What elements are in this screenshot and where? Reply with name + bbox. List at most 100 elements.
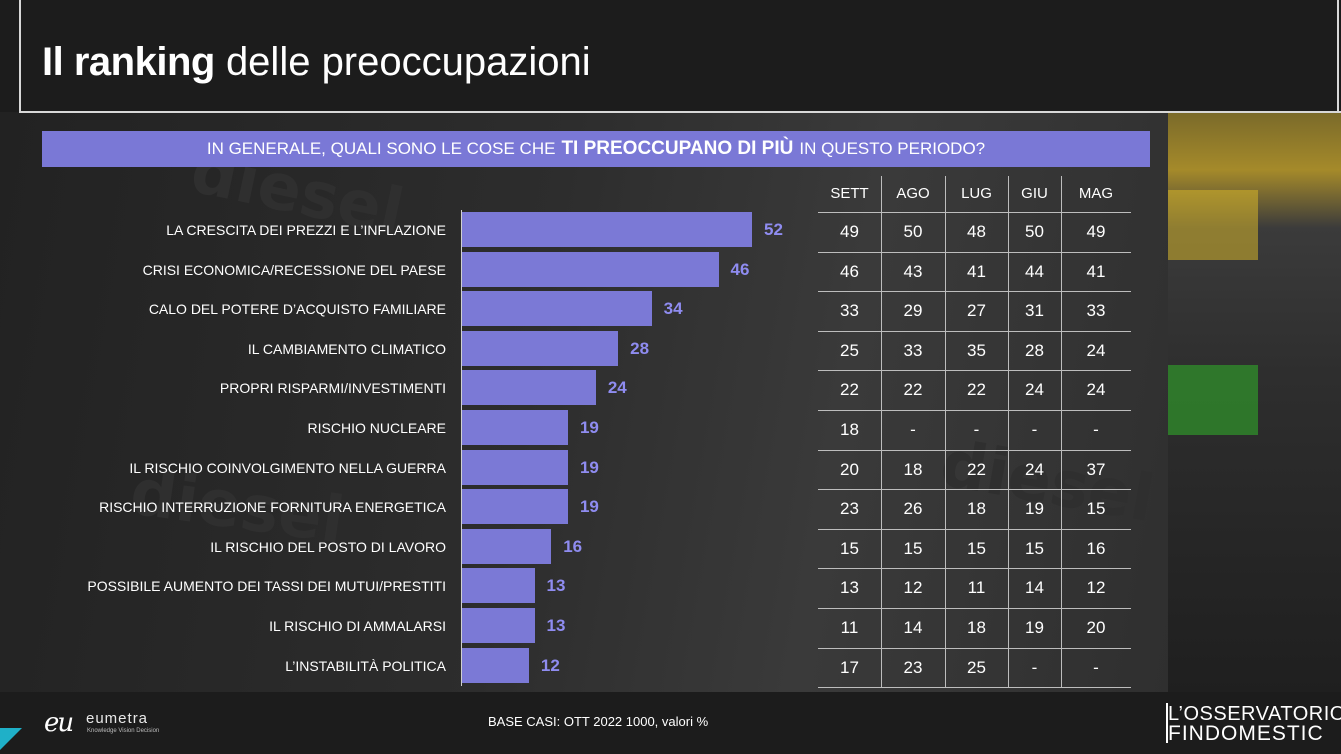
table-cell: 24 <box>1086 380 1106 400</box>
header-right-rule <box>1337 0 1339 112</box>
table-column-rule <box>1061 176 1062 688</box>
category-label: POSSIBILE AUMENTO DEI TASSI DEI MUTUI/PR… <box>87 578 446 595</box>
table-cell: 16 <box>1086 538 1106 558</box>
category-label: CALO DEL POTERE D’ACQUISTO FAMILIARE <box>148 301 446 318</box>
table-cell: - <box>973 420 980 439</box>
table-cell: 23 <box>840 499 859 519</box>
table-cell: 22 <box>967 459 986 479</box>
table-cell: 18 <box>903 459 923 479</box>
table-cell: 19 <box>1025 618 1044 637</box>
table-cell: 22 <box>840 380 859 400</box>
bar-value-label: 28 <box>630 338 650 358</box>
category-label: PROPRI RISPARMI/INVESTIMENTI <box>219 380 446 397</box>
bar-value-label: 34 <box>663 299 683 319</box>
table-cell: 12 <box>1086 578 1106 598</box>
category-label: RISCHIO INTERRUZIONE FORNITURA ENERGETIC… <box>99 499 446 516</box>
table-row-rule <box>818 212 1131 213</box>
table-cell: 50 <box>903 222 923 241</box>
question-suffix: IN QUESTO PERIODO? <box>799 139 986 158</box>
table-column-rule <box>945 176 946 688</box>
table-cell: 31 <box>1025 301 1044 321</box>
category-label: IL RISCHIO COINVOLGIMENTO NELLA GUERRA <box>129 459 446 476</box>
table-cell: 14 <box>1025 578 1044 598</box>
background-photo <box>0 112 1341 692</box>
table-cell: 29 <box>903 301 923 321</box>
table-cell: 24 <box>1086 340 1106 360</box>
table-cell: 22 <box>967 380 986 400</box>
eumetra-logo-name: eumetra <box>86 710 149 727</box>
bar <box>462 608 535 643</box>
bar <box>462 528 552 564</box>
table-cell: - <box>1031 657 1038 677</box>
bar-value-label: 13 <box>546 616 566 635</box>
table-cell: 27 <box>967 301 986 321</box>
header: Il ranking delle preoccupazioni <box>0 0 1341 112</box>
category-label: IL CAMBIAMENTO CLIMATICO <box>247 340 446 357</box>
table-cell: 50 <box>1025 222 1044 241</box>
table-row-rule <box>818 370 1131 372</box>
bar <box>462 410 568 445</box>
table-cell: - <box>1093 420 1099 439</box>
question-emphasis: TI PREOCCUPANO DI PIÙ <box>561 138 794 159</box>
question-prefix: IN GENERALE, QUALI SONO LE COSE CHE <box>206 139 556 158</box>
table-row-rule <box>818 687 1131 689</box>
base-note: BASE CASI: OTT 2022 1000, valori % <box>488 714 709 729</box>
table-row-rule <box>818 291 1131 293</box>
table-column-header: AGO <box>896 185 930 202</box>
table-column-rule <box>881 176 882 688</box>
bar <box>462 251 719 287</box>
table-cell: 18 <box>967 499 986 519</box>
table-column-rule <box>1008 176 1009 688</box>
header-left-rule <box>19 0 21 112</box>
table-row-rule <box>818 410 1131 411</box>
table-cell: 35 <box>967 340 986 360</box>
table-cell: 41 <box>967 261 986 281</box>
category-label: IL RISCHIO DEL POSTO DI LAVORO <box>210 538 446 555</box>
bar-value-label: 12 <box>540 655 560 675</box>
bar <box>462 291 652 327</box>
table-cell: 33 <box>840 301 859 321</box>
title-bold: Il ranking <box>42 40 215 84</box>
table-cell: 17 <box>840 657 859 677</box>
table-cell: 15 <box>903 538 923 558</box>
bar <box>462 370 596 406</box>
bar <box>462 568 535 604</box>
table-cell: 48 <box>967 222 986 241</box>
table-column-header: LUG <box>961 185 992 202</box>
bar-value-label: 19 <box>579 497 599 517</box>
header-divider <box>19 111 1341 113</box>
eumetra-logo-mark: eu <box>44 708 74 738</box>
bar-value-label: 19 <box>579 418 599 437</box>
table-cell: - <box>1093 657 1099 677</box>
category-label: L’INSTABILITÀ POLITICA <box>285 657 446 674</box>
bar <box>462 330 619 366</box>
table-cell: 41 <box>1086 261 1106 281</box>
table-cell: 25 <box>967 657 986 677</box>
bar <box>462 212 752 247</box>
eumetra-logo-tagline: Knowledge Vision Decision <box>87 728 160 734</box>
table-cell: 46 <box>840 261 859 281</box>
table-column-header: MAG <box>1078 185 1114 202</box>
table-cell: 49 <box>1086 222 1106 241</box>
table-cell: 11 <box>967 578 986 598</box>
chart-axis <box>461 210 462 686</box>
table-cell: 49 <box>840 222 859 241</box>
corner-accent <box>0 728 22 750</box>
question-banner: IN GENERALE, QUALI SONO LE COSE CHE TI P… <box>42 131 1150 167</box>
background-pump-panel <box>1168 190 1258 260</box>
table-cell: 15 <box>1025 538 1044 558</box>
bar-value-label: 19 <box>579 457 599 477</box>
page-title: Il ranking delle preoccupazioni <box>42 40 591 85</box>
table-cell: 33 <box>903 340 923 360</box>
brand-rule <box>1166 703 1168 743</box>
bar <box>462 449 568 485</box>
table-cell: 20 <box>1086 618 1106 637</box>
table-cell: 15 <box>1086 499 1106 519</box>
table-cell: 18 <box>967 618 986 637</box>
table-cell: 28 <box>1025 340 1044 360</box>
category-label: CRISI ECONOMICA/RECESSIONE DEL PAESE <box>142 261 446 278</box>
table-row-rule <box>818 568 1131 570</box>
table-cell: 15 <box>967 538 986 558</box>
table-cell: 22 <box>903 380 923 400</box>
